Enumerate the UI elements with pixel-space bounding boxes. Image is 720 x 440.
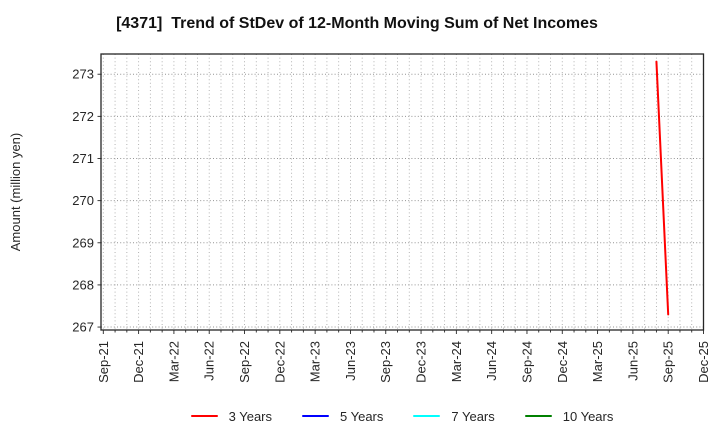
svg-text:268: 268 xyxy=(72,277,94,292)
svg-text:Dec-22: Dec-22 xyxy=(272,341,287,383)
legend: 3 Years 5 Years 7 Years 10 Years xyxy=(101,406,703,426)
svg-text:Jun-24: Jun-24 xyxy=(484,341,499,381)
svg-text:267: 267 xyxy=(72,320,94,335)
svg-text:269: 269 xyxy=(72,235,94,250)
svg-text:Sep-22: Sep-22 xyxy=(237,341,252,383)
svg-text:Mar-24: Mar-24 xyxy=(449,341,464,382)
svg-text:Mar-23: Mar-23 xyxy=(308,341,323,382)
svg-text:Dec-24: Dec-24 xyxy=(555,341,570,383)
svg-text:Jun-25: Jun-25 xyxy=(625,341,640,381)
tick-marks xyxy=(97,73,704,334)
y-tick-labels: 267 268 269 270 271 272 273 xyxy=(72,67,94,335)
svg-text:Dec-25: Dec-25 xyxy=(696,341,711,383)
svg-text:Jun-23: Jun-23 xyxy=(343,341,358,381)
svg-text:Sep-23: Sep-23 xyxy=(378,341,393,383)
legend-label-7-years: 7 Years xyxy=(451,408,495,424)
svg-text:Mar-22: Mar-22 xyxy=(166,341,181,382)
svg-text:273: 273 xyxy=(72,67,94,82)
legend-label-10-years: 10 Years xyxy=(562,408,614,424)
legend-swatch-3-years-icon xyxy=(190,414,218,418)
legend-swatch-5-years-icon xyxy=(302,414,329,418)
chart-title: [4371] Trend of StDev of 12-Month Moving… xyxy=(116,15,598,32)
series-line-3-years xyxy=(655,60,670,316)
svg-text:270: 270 xyxy=(72,193,94,208)
legend-swatch-10-years-icon xyxy=(524,414,552,418)
svg-text:271: 271 xyxy=(72,151,94,166)
svg-text:Mar-25: Mar-25 xyxy=(590,341,605,382)
legend-item-3-years: 3 Years xyxy=(190,408,272,424)
plot-border xyxy=(100,53,705,331)
svg-text:Jun-22: Jun-22 xyxy=(202,341,217,381)
svg-text:Sep-21: Sep-21 xyxy=(96,341,111,383)
legend-item-5-years: 5 Years xyxy=(302,409,383,424)
x-tick-labels: Sep-21 Dec-21 Mar-22 Jun-22 Sep-22 Dec-22 Mar-… xyxy=(96,341,711,383)
y-axis-label: Amount (million yen) xyxy=(8,133,23,252)
svg-text:272: 272 xyxy=(72,109,94,124)
svg-text:Dec-23: Dec-23 xyxy=(414,341,429,383)
y-gridlines xyxy=(101,73,704,328)
x-gridlines xyxy=(102,54,704,330)
legend-swatch-7-years-icon xyxy=(413,414,441,418)
legend-item-10-years: 10 Years xyxy=(524,408,614,424)
legend-label-3-years: 3 Years xyxy=(228,408,272,424)
legend-item-7-years: 7 Years xyxy=(413,408,495,424)
legend-label-5-years: 5 Years xyxy=(340,408,384,424)
svg-text:Sep-24: Sep-24 xyxy=(519,341,534,383)
svg-text:Dec-21: Dec-21 xyxy=(131,341,146,383)
svg-text:Sep-25: Sep-25 xyxy=(661,341,676,383)
